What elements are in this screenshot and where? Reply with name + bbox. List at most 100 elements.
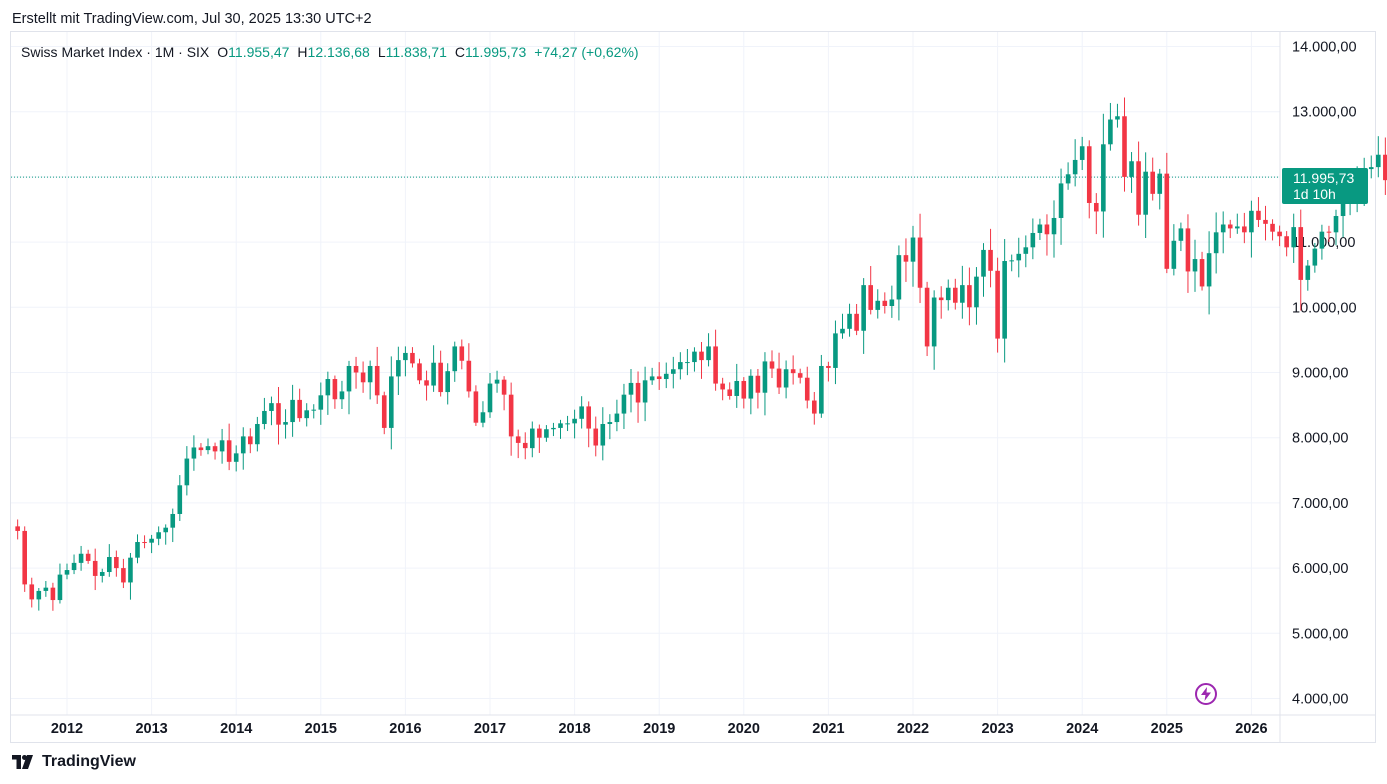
candle-body xyxy=(191,447,197,459)
candle xyxy=(924,281,930,357)
open-label: O xyxy=(217,44,229,60)
chart-frame[interactable] xyxy=(10,31,1376,743)
candle xyxy=(149,534,154,554)
candle-body xyxy=(1150,171,1155,194)
candle xyxy=(403,346,408,377)
candle xyxy=(1164,152,1170,274)
candle xyxy=(459,339,465,370)
candle-body xyxy=(233,453,239,462)
tradingview-logo[interactable]: TradingView xyxy=(12,753,136,771)
candle xyxy=(1220,211,1226,254)
candle-body xyxy=(135,542,140,558)
candle xyxy=(635,371,641,423)
candle-body xyxy=(501,379,507,395)
candle xyxy=(15,519,20,540)
candle xyxy=(396,346,401,396)
symbol-label: Swiss Market Index · 1M · SIX xyxy=(21,44,210,60)
candle xyxy=(790,355,796,385)
candle-body xyxy=(262,410,267,425)
candle-body xyxy=(466,360,472,392)
candle xyxy=(367,360,373,400)
candle xyxy=(142,535,147,549)
candle xyxy=(981,243,986,297)
candle-body xyxy=(706,346,711,361)
candle xyxy=(1009,254,1014,272)
candle xyxy=(522,432,528,460)
candle-body xyxy=(1312,248,1318,266)
candle xyxy=(720,377,725,401)
candle-body xyxy=(50,587,56,601)
candle-body xyxy=(1213,232,1219,254)
candle xyxy=(1326,225,1332,242)
candle-body xyxy=(896,255,902,300)
candle xyxy=(783,360,789,399)
time-tick-label: 2013 xyxy=(135,721,167,737)
candle xyxy=(1277,225,1282,247)
candle-body xyxy=(1058,183,1064,218)
candle-body xyxy=(99,572,105,576)
candle-body xyxy=(1023,247,1029,254)
candle xyxy=(988,228,993,288)
candle xyxy=(226,423,232,471)
candle xyxy=(156,526,161,546)
candle xyxy=(663,362,669,389)
candle-body xyxy=(1326,231,1332,233)
candle xyxy=(318,382,324,425)
candle-body xyxy=(854,313,859,331)
time-axis: 2012 2013 2014 2015 2016 2017 2018 2019 2020 2021… xyxy=(51,721,1268,737)
candle xyxy=(960,265,965,319)
candle xyxy=(1206,231,1212,315)
candle xyxy=(304,403,309,427)
candle-body xyxy=(868,285,873,310)
time-tick-label: 2016 xyxy=(389,721,421,737)
created-with-caption: Erstellt mit TradingView.com, Jul 30, 20… xyxy=(12,11,372,27)
candle-body xyxy=(71,562,77,571)
candle xyxy=(1122,97,1127,192)
candle-body xyxy=(790,369,796,374)
candle xyxy=(92,548,98,591)
candle xyxy=(1044,214,1050,256)
candle-body xyxy=(1284,236,1289,248)
candle xyxy=(826,361,831,382)
candle xyxy=(558,419,563,439)
candle-body xyxy=(1129,161,1134,177)
candle xyxy=(353,356,359,389)
candle xyxy=(974,267,979,325)
candle xyxy=(219,428,225,464)
time-tick-label: 2020 xyxy=(728,721,760,737)
candle-body xyxy=(551,427,556,430)
brand-name: TradingView xyxy=(42,753,136,770)
candle xyxy=(1199,251,1205,291)
candle-body xyxy=(64,570,70,575)
candle-body xyxy=(614,413,620,423)
candle-body xyxy=(1206,253,1212,287)
candle xyxy=(995,257,1000,353)
time-tick-label: 2014 xyxy=(220,721,252,737)
candle-body xyxy=(353,365,359,373)
price-tick-label: 9.000,00 xyxy=(1292,366,1348,382)
candle xyxy=(579,396,584,429)
price-tick-label: 4.000,00 xyxy=(1292,692,1348,708)
candle-body xyxy=(537,428,542,438)
candle-body xyxy=(459,346,465,361)
candle xyxy=(607,414,613,440)
candle-body xyxy=(85,553,91,561)
candle xyxy=(1101,113,1106,238)
candle xyxy=(1115,103,1120,128)
candle-body xyxy=(840,328,845,334)
candle xyxy=(833,320,838,385)
candle xyxy=(1157,168,1163,210)
candle xyxy=(600,407,606,461)
candle-body xyxy=(1277,231,1282,237)
candle xyxy=(1016,237,1022,278)
candle xyxy=(248,428,253,454)
candle-body xyxy=(374,365,380,396)
candle xyxy=(917,213,923,304)
candle xyxy=(656,362,662,390)
lightning-icon[interactable] xyxy=(1195,683,1217,705)
candle-body xyxy=(332,379,338,400)
candle xyxy=(812,392,817,425)
close-value: 11.995,73 xyxy=(465,44,527,60)
candle xyxy=(297,388,302,422)
